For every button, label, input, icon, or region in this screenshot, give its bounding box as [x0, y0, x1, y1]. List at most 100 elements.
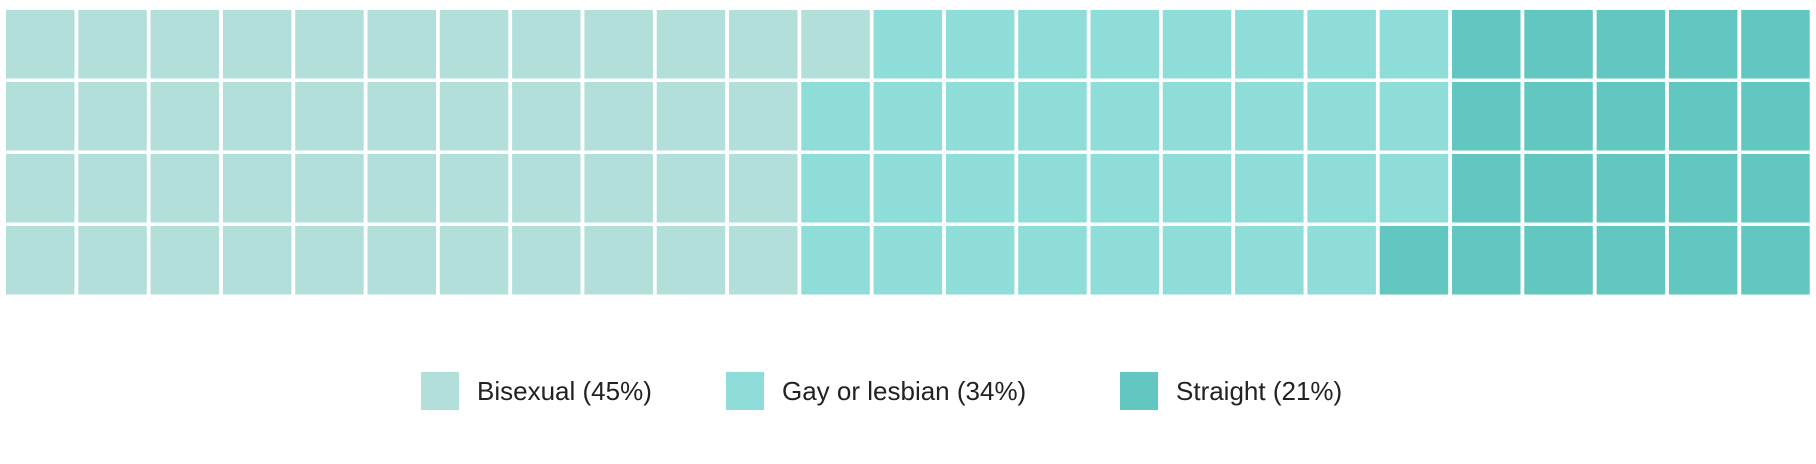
waffle-square-gay-or-lesbian [873, 82, 943, 151]
waffle-square-gay-or-lesbian [1235, 82, 1304, 151]
waffle-square-bisexual [729, 154, 798, 223]
waffle-square-gay-or-lesbian [1307, 154, 1376, 223]
legend-label-straight: Straight (21%) [1176, 375, 1343, 406]
waffle-square-gay-or-lesbian [1379, 10, 1449, 79]
waffle-square-gay-or-lesbian [1090, 82, 1159, 151]
waffle-square-gay-or-lesbian [1307, 10, 1376, 79]
waffle-square-bisexual [584, 10, 653, 79]
waffle-square-bisexual [6, 154, 75, 223]
waffle-square-gay-or-lesbian [1162, 10, 1232, 79]
waffle-square-gay-or-lesbian [945, 10, 1015, 79]
waffle-square-gay-or-lesbian [1162, 82, 1232, 151]
waffle-square-straight [1524, 10, 1593, 79]
waffle-square-gay-or-lesbian [873, 154, 943, 223]
waffle-square-bisexual [6, 226, 75, 295]
waffle-square-gay-or-lesbian [873, 226, 943, 295]
waffle-square-gay-or-lesbian [1379, 154, 1449, 223]
waffle-square-gay-or-lesbian [1235, 154, 1304, 223]
waffle-square-bisexual [656, 154, 726, 223]
legend-swatch-gay-or-lesbian [726, 372, 764, 410]
waffle-square-bisexual [367, 154, 436, 223]
legend-item-bisexual: Bisexual (45%) [421, 372, 652, 410]
waffle-square-straight [1741, 82, 1810, 151]
waffle-square-bisexual [584, 226, 653, 295]
waffle-square-bisexual [295, 226, 364, 295]
waffle-square-gay-or-lesbian [1018, 226, 1087, 295]
waffle-square-straight [1452, 154, 1521, 223]
waffle-square-bisexual [584, 82, 653, 151]
legend-item-gay-or-lesbian: Gay or lesbian (34%) [726, 372, 1026, 410]
waffle-square-bisexual [512, 154, 581, 223]
waffle-square-gay-or-lesbian [945, 154, 1015, 223]
waffle-square-bisexual [512, 10, 581, 79]
waffle-square-gay-or-lesbian [1090, 226, 1159, 295]
waffle-square-bisexual [78, 82, 147, 151]
waffle-square-straight [1596, 82, 1666, 151]
waffle-square-straight [1452, 82, 1521, 151]
waffle-square-gay-or-lesbian [1090, 10, 1159, 79]
waffle-square-bisexual [222, 82, 292, 151]
waffle-square-bisexual [367, 226, 436, 295]
waffle-square-bisexual [6, 82, 75, 151]
waffle-square-bisexual [222, 154, 292, 223]
legend-swatch-straight [1120, 372, 1158, 410]
waffle-square-bisexual [729, 10, 798, 79]
waffle-square-bisexual [150, 10, 220, 79]
waffle-square-bisexual [584, 154, 653, 223]
waffle-square-bisexual [222, 10, 292, 79]
waffle-chart [6, 10, 1810, 295]
waffle-square-straight [1524, 226, 1593, 295]
waffle-square-bisexual [439, 10, 509, 79]
legend-item-straight: Straight (21%) [1120, 372, 1342, 410]
waffle-square-straight [1452, 10, 1521, 79]
waffle-square-gay-or-lesbian [1307, 82, 1376, 151]
waffle-square-straight [1741, 226, 1810, 295]
waffle-square-bisexual [512, 226, 581, 295]
waffle-square-gay-or-lesbian [1162, 154, 1232, 223]
waffle-square-bisexual [729, 82, 798, 151]
waffle-square-straight [1596, 10, 1666, 79]
waffle-square-gay-or-lesbian [801, 226, 870, 295]
waffle-square-straight [1668, 226, 1738, 295]
waffle-square-gay-or-lesbian [1235, 10, 1304, 79]
waffle-square-gay-or-lesbian [1090, 154, 1159, 223]
waffle-square-gay-or-lesbian [801, 154, 870, 223]
waffle-square-straight [1379, 226, 1449, 295]
waffle-square-bisexual [656, 10, 726, 79]
waffle-square-straight [1452, 226, 1521, 295]
waffle-square-gay-or-lesbian [1162, 226, 1232, 295]
waffle-square-bisexual [150, 154, 220, 223]
legend-label-bisexual: Bisexual (45%) [477, 375, 652, 406]
waffle-square-gay-or-lesbian [1379, 82, 1449, 151]
waffle-square-straight [1596, 226, 1666, 295]
waffle-square-bisexual [367, 10, 436, 79]
legend-swatch-bisexual [421, 372, 459, 410]
waffle-square-straight [1741, 10, 1810, 79]
waffle-square-gay-or-lesbian [1018, 10, 1087, 79]
waffle-square-bisexual [512, 82, 581, 151]
waffle-square-gay-or-lesbian [1235, 226, 1304, 295]
waffle-square-bisexual [439, 82, 509, 151]
waffle-square-bisexual [78, 154, 147, 223]
waffle-square-straight [1668, 82, 1738, 151]
waffle-square-straight [1668, 154, 1738, 223]
waffle-square-bisexual [656, 226, 726, 295]
waffle-square-bisexual [367, 82, 436, 151]
waffle-square-bisexual [439, 226, 509, 295]
waffle-square-bisexual [150, 82, 220, 151]
waffle-square-straight [1596, 154, 1666, 223]
waffle-square-bisexual [6, 10, 75, 79]
waffle-square-straight [1668, 10, 1738, 79]
legend-label-gay-or-lesbian: Gay or lesbian (34%) [782, 375, 1027, 406]
waffle-square-gay-or-lesbian [1018, 154, 1087, 223]
waffle-square-bisexual [439, 154, 509, 223]
waffle-square-bisexual [150, 226, 220, 295]
waffle-square-gay-or-lesbian [1307, 226, 1376, 295]
waffle-square-straight [1741, 154, 1810, 223]
waffle-square-bisexual [78, 226, 147, 295]
waffle-square-bisexual [729, 226, 798, 295]
waffle-square-gay-or-lesbian [1018, 82, 1087, 151]
waffle-square-gay-or-lesbian [873, 10, 943, 79]
waffle-square-gay-or-lesbian [945, 226, 1015, 295]
waffle-square-bisexual [78, 10, 147, 79]
